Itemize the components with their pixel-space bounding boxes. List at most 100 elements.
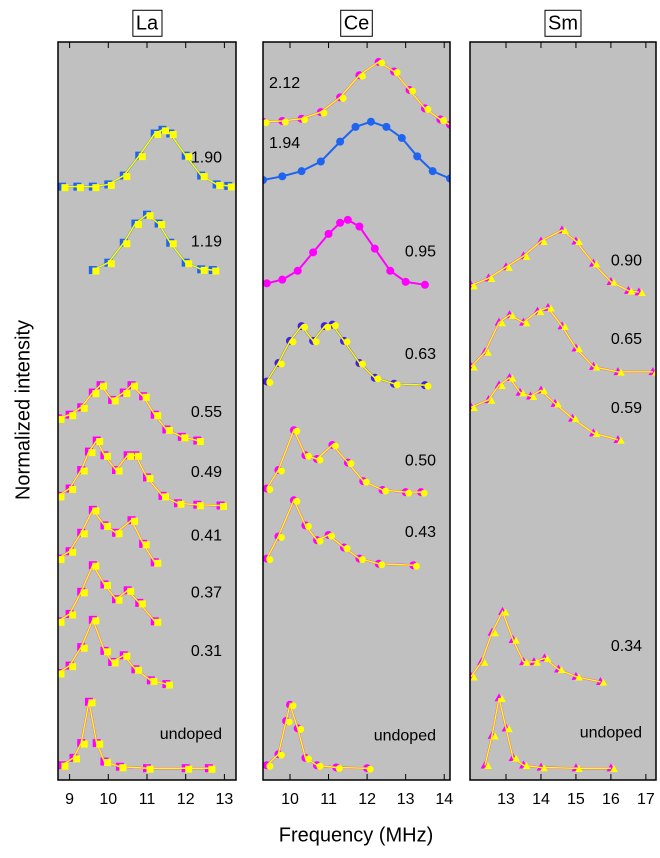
fit-point bbox=[72, 755, 80, 763]
fit-point bbox=[146, 212, 154, 220]
fit-point bbox=[393, 381, 401, 389]
fit-line bbox=[266, 323, 425, 386]
fit-point bbox=[100, 382, 108, 390]
x-axis-label: Frequency (MHz) bbox=[279, 824, 433, 846]
fit-point bbox=[58, 670, 65, 678]
series-label: undoped bbox=[374, 728, 436, 745]
fit-point bbox=[498, 381, 506, 389]
series-label: 0.43 bbox=[405, 524, 436, 541]
fit-point bbox=[512, 754, 520, 762]
fit-line bbox=[470, 229, 639, 293]
fit-line bbox=[470, 306, 653, 373]
fit-point bbox=[480, 658, 489, 666]
x-tick-label: 11 bbox=[320, 791, 337, 808]
series-label: 0.50 bbox=[405, 452, 436, 469]
series-label: 0.34 bbox=[611, 638, 642, 655]
fit-point bbox=[484, 762, 492, 770]
fit-point bbox=[617, 436, 625, 444]
x-tick-label: 15 bbox=[567, 791, 585, 808]
x-tick-label: 9 bbox=[65, 791, 74, 808]
fit-line bbox=[58, 508, 156, 563]
fit-line bbox=[266, 428, 422, 493]
series-label: 0.37 bbox=[191, 585, 222, 602]
fit-point bbox=[277, 360, 285, 368]
plot-content bbox=[58, 125, 235, 773]
fit-point bbox=[96, 438, 104, 446]
fit-point bbox=[165, 681, 173, 689]
fit-point bbox=[115, 467, 123, 475]
fit-point bbox=[540, 238, 548, 246]
fit-point bbox=[169, 131, 177, 139]
fit-point bbox=[185, 153, 193, 161]
fit-point bbox=[638, 288, 646, 296]
fit-point bbox=[69, 485, 77, 493]
series-label: 0.95 bbox=[405, 244, 436, 261]
fit-point bbox=[285, 718, 293, 726]
fit-line bbox=[263, 61, 450, 126]
fit-point bbox=[470, 673, 478, 681]
fit-point bbox=[424, 382, 432, 390]
fit-point bbox=[69, 412, 77, 420]
fit-line bbox=[58, 617, 167, 685]
x-tick-label: 16 bbox=[602, 791, 620, 808]
fit-point bbox=[412, 562, 420, 570]
panel-title: Sm bbox=[548, 12, 578, 34]
series-label: 0.90 bbox=[611, 252, 642, 269]
fit-point bbox=[571, 415, 580, 423]
fit-point bbox=[115, 596, 123, 604]
fit-point bbox=[491, 732, 499, 740]
series-label: 0.49 bbox=[191, 464, 222, 481]
fit-point bbox=[146, 765, 154, 773]
fit-point bbox=[103, 648, 111, 656]
fit-point bbox=[92, 507, 100, 515]
fit-point bbox=[420, 489, 428, 497]
fit-point bbox=[185, 765, 193, 773]
fit-point bbox=[561, 226, 569, 234]
fit-point bbox=[158, 221, 166, 229]
fit-point bbox=[405, 489, 413, 497]
fit-point bbox=[409, 87, 417, 95]
fit-line bbox=[58, 563, 156, 622]
panel-title-box bbox=[544, 9, 582, 37]
fit-point bbox=[529, 393, 538, 401]
fit-point bbox=[119, 764, 127, 772]
fit-point bbox=[610, 764, 618, 772]
fit-point bbox=[154, 131, 162, 139]
panel-title-box bbox=[132, 9, 163, 37]
fit-point bbox=[134, 666, 142, 674]
fit-point bbox=[491, 629, 499, 637]
fit-point bbox=[142, 541, 150, 549]
fit-point bbox=[196, 438, 204, 446]
fit-point bbox=[277, 751, 285, 759]
fit-point bbox=[154, 559, 162, 567]
fit-point bbox=[196, 502, 204, 510]
fit-point bbox=[487, 274, 496, 282]
fit-point bbox=[80, 644, 88, 652]
fit-point bbox=[103, 452, 111, 460]
fit-point bbox=[107, 260, 115, 268]
fit-point bbox=[92, 562, 100, 570]
fit-point bbox=[393, 69, 401, 77]
panel-title-box bbox=[340, 9, 373, 37]
fit-point bbox=[505, 263, 513, 271]
fit-point bbox=[134, 452, 142, 460]
fit-point bbox=[69, 548, 77, 556]
fit-point bbox=[138, 153, 146, 161]
fit-point bbox=[88, 449, 96, 457]
fit-point bbox=[80, 589, 88, 597]
x-tick-label: 10 bbox=[281, 791, 299, 808]
fit-point bbox=[123, 390, 131, 398]
fit-point bbox=[554, 400, 562, 408]
fit-point bbox=[138, 600, 146, 608]
fit-line bbox=[484, 697, 611, 769]
x-tick-label: 12 bbox=[177, 791, 195, 808]
fit-point bbox=[522, 252, 531, 260]
fit-point bbox=[212, 267, 220, 275]
fit-point bbox=[331, 442, 339, 450]
fit-point bbox=[220, 502, 228, 510]
fit-point bbox=[123, 652, 131, 660]
fit-point bbox=[80, 467, 88, 475]
fit-line bbox=[92, 213, 213, 271]
fit-point bbox=[281, 118, 289, 126]
